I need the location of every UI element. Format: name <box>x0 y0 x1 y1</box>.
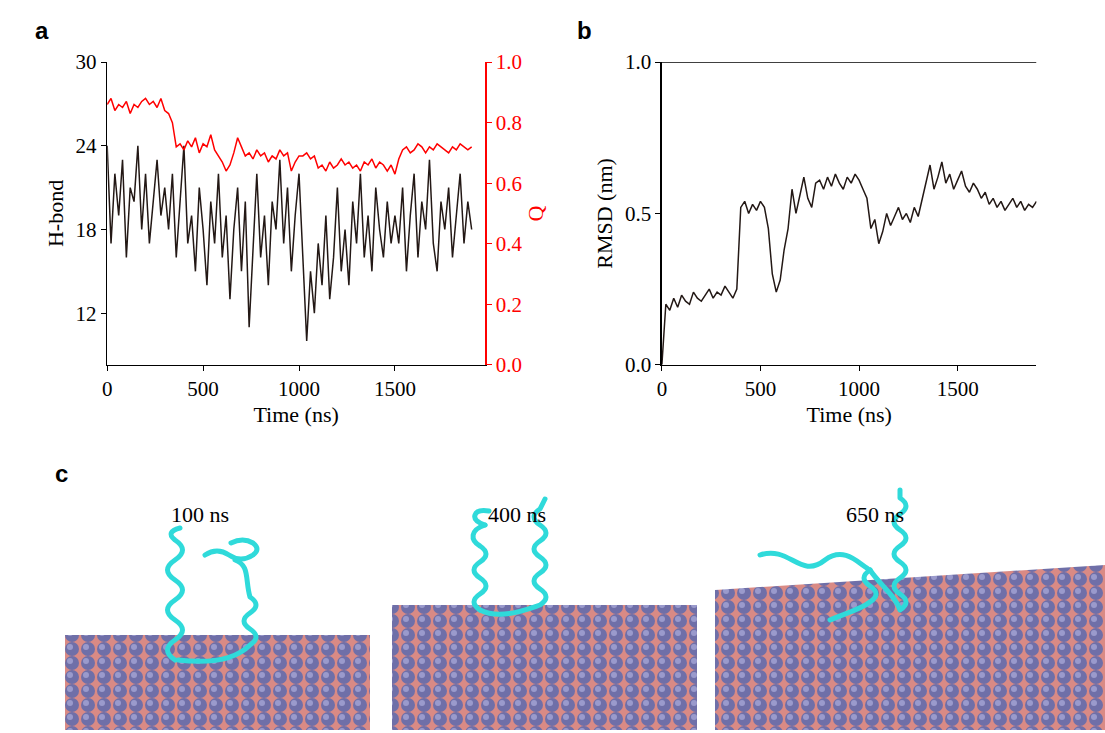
svg-text:12: 12 <box>75 302 96 326</box>
svg-text:0: 0 <box>102 377 113 401</box>
svg-text:18: 18 <box>75 218 96 242</box>
svg-text:RMSD (nm): RMSD (nm) <box>592 158 617 269</box>
svg-text:0.6: 0.6 <box>496 172 522 196</box>
svg-text:0.2: 0.2 <box>496 293 522 317</box>
svg-text:1500: 1500 <box>374 377 416 401</box>
svg-text:650 ns: 650 ns <box>846 502 904 527</box>
svg-text:1.0: 1.0 <box>625 50 651 74</box>
svg-text:1000: 1000 <box>278 377 320 401</box>
svg-text:c: c <box>55 460 68 487</box>
svg-text:1500: 1500 <box>937 377 979 401</box>
svg-text:0.0: 0.0 <box>625 353 651 377</box>
svg-text:100 ns: 100 ns <box>171 502 229 527</box>
svg-text:500: 500 <box>187 377 219 401</box>
svg-text:b: b <box>577 17 592 44</box>
svg-text:0.8: 0.8 <box>496 111 522 135</box>
svg-text:Time (ns): Time (ns) <box>807 402 892 427</box>
svg-text:400 ns: 400 ns <box>488 502 546 527</box>
svg-text:24: 24 <box>75 134 97 158</box>
svg-text:30: 30 <box>75 50 96 74</box>
svg-text:500: 500 <box>745 377 777 401</box>
svg-text:0.0: 0.0 <box>496 353 522 377</box>
svg-text:1.0: 1.0 <box>496 50 522 74</box>
svg-text:0.5: 0.5 <box>625 202 651 226</box>
svg-text:a: a <box>35 17 49 44</box>
svg-text:1000: 1000 <box>838 377 880 401</box>
svg-text:H-bond: H-bond <box>43 180 68 247</box>
svg-text:0.4: 0.4 <box>496 232 523 256</box>
svg-text:Q: Q <box>523 205 548 221</box>
svg-text:0: 0 <box>657 377 668 401</box>
svg-text:Time (ns): Time (ns) <box>253 402 338 427</box>
